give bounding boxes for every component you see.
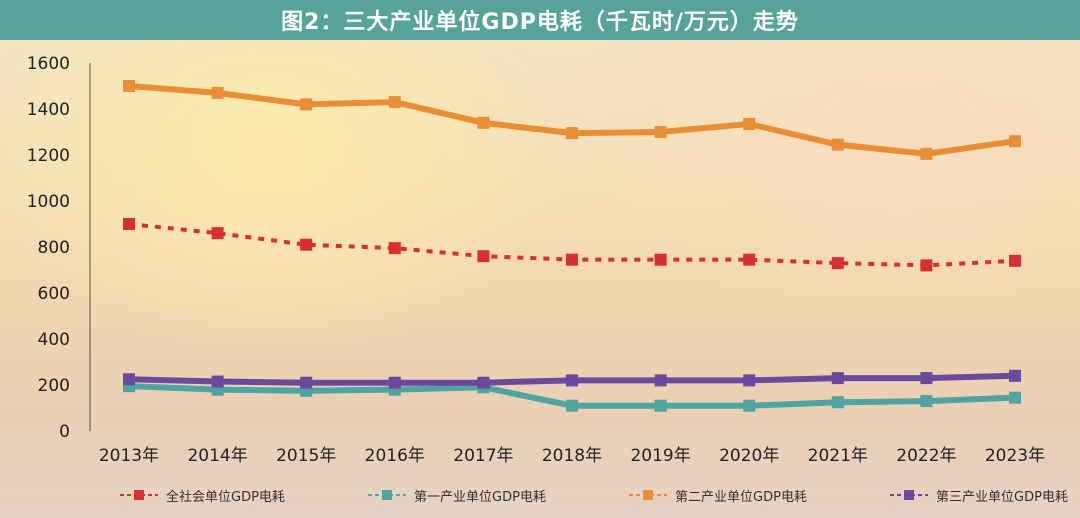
legend: 全社会单位GDP电耗 第一产业单位GDP电耗 第二产业单位GDP电耗 第三产业单位GD… — [118, 482, 1068, 508]
legend-swatch — [120, 490, 158, 500]
data-point-marker — [1009, 135, 1021, 148]
data-point-marker — [388, 376, 401, 389]
data-point-marker — [654, 374, 667, 387]
legend-marker — [134, 490, 144, 500]
data-point-marker — [477, 250, 490, 263]
data-point-marker — [300, 238, 313, 251]
data-point-marker — [654, 253, 667, 266]
y-tick-label: 200 — [38, 376, 70, 396]
data-point-marker — [477, 376, 490, 389]
x-tick-label: 2020年 — [719, 446, 779, 466]
legend-swatch — [629, 490, 668, 500]
y-tick-label: 600 — [38, 284, 70, 304]
data-point-marker — [123, 80, 135, 92]
data-point-marker — [1009, 369, 1021, 382]
data-point-marker — [920, 372, 933, 385]
legend-item: 第二产业单位GDP电耗 — [627, 486, 807, 505]
legend-label: 全社会单位GDP电耗 — [166, 489, 285, 505]
series-1 — [123, 218, 1021, 272]
data-point-marker — [1009, 391, 1021, 404]
series-3 — [123, 80, 1021, 160]
data-point-marker — [743, 399, 756, 412]
legend-marker — [643, 490, 654, 500]
x-tick-label: 2021年 — [808, 446, 868, 466]
data-point-marker — [743, 253, 756, 266]
x-tick-label: 2022年 — [896, 446, 956, 466]
series-layer — [123, 80, 1021, 412]
series-line — [126, 83, 1018, 157]
legend-swatch — [890, 490, 929, 500]
legend-label: 第二产业单位GDP电耗 — [675, 489, 807, 505]
data-point-marker — [831, 138, 844, 151]
data-point-marker — [831, 372, 844, 385]
title-bar: 图2：三大产业单位GDP电耗（千瓦时/万元）走势 — [0, 0, 1080, 40]
data-point-marker — [388, 96, 401, 109]
legend-marker — [382, 490, 393, 500]
legend-swatch — [368, 490, 407, 500]
legend-item: 第三产业单位GDP电耗 — [888, 486, 1068, 505]
data-point-marker — [566, 374, 578, 387]
y-tick-label: 0 — [59, 422, 70, 442]
legend-item: 第一产业单位GDP电耗 — [366, 486, 546, 505]
legend-label: 第一产业单位GDP电耗 — [414, 489, 546, 505]
chart-title: 图2：三大产业单位GDP电耗（千瓦时/万元）走势 — [281, 10, 799, 35]
y-tick-label: 1000 — [27, 192, 70, 212]
data-point-marker — [1009, 254, 1021, 267]
x-tick-label: 2023年 — [985, 446, 1045, 466]
data-point-marker — [743, 374, 756, 387]
x-tick-label: 2016年 — [365, 446, 425, 466]
data-point-marker — [566, 253, 578, 266]
y-tick-label: 1400 — [27, 100, 70, 120]
axis-layer: 0 200 400 600 800 1000 1200 1400 1600 2013年 2014年 2… — [27, 54, 1045, 466]
data-point-marker — [566, 399, 578, 412]
legend-marker — [904, 490, 915, 500]
legend-label: 第三产业单位GDP电耗 — [936, 489, 1068, 505]
data-point-marker — [920, 147, 933, 160]
data-point-marker — [300, 98, 313, 111]
data-point-marker — [123, 218, 135, 230]
series-4 — [123, 369, 1021, 389]
x-tick-label: 2013年 — [99, 446, 159, 466]
x-tick-label: 2019年 — [630, 446, 690, 466]
legend-item: 全社会单位GDP电耗 — [118, 486, 285, 505]
data-point-marker — [300, 376, 313, 389]
data-point-marker — [654, 399, 667, 412]
data-point-marker — [566, 127, 578, 140]
data-point-marker — [211, 86, 224, 99]
data-point-marker — [831, 257, 844, 270]
x-tick-label: 2015年 — [276, 446, 336, 466]
x-tick-label: 2018年 — [542, 446, 602, 466]
y-tick-label: 400 — [38, 330, 70, 350]
data-point-marker — [211, 375, 224, 388]
data-point-marker — [477, 116, 490, 129]
data-point-marker — [920, 395, 933, 408]
y-tick-label: 1600 — [27, 54, 70, 74]
x-tick-label: 2014年 — [187, 446, 247, 466]
x-tick-label: 2017年 — [453, 446, 513, 466]
data-point-marker — [123, 373, 135, 386]
data-point-marker — [654, 126, 667, 138]
data-point-marker — [743, 117, 756, 130]
data-point-marker — [388, 242, 401, 255]
data-point-marker — [920, 259, 933, 272]
y-tick-label: 800 — [38, 238, 70, 258]
data-point-marker — [211, 227, 224, 240]
y-tick-label: 1200 — [27, 146, 70, 166]
data-point-marker — [831, 396, 844, 409]
